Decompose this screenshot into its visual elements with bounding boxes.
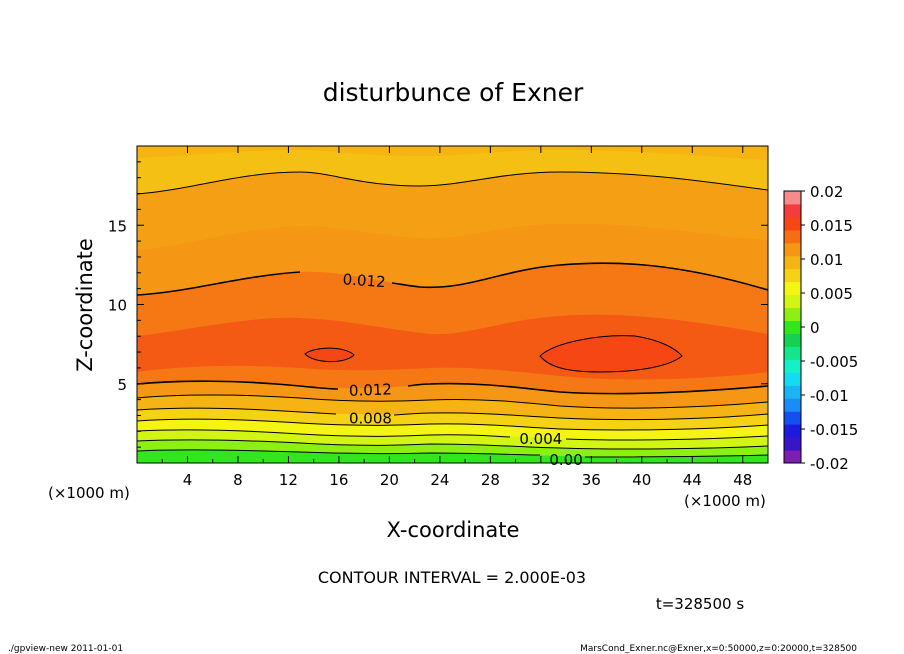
- colorbar-segment: [784, 411, 801, 425]
- colorbar-segment: [784, 450, 801, 464]
- colorbar-segment: [784, 398, 801, 412]
- x-tick-label: 28: [481, 471, 500, 489]
- colorbar-segment: [784, 294, 801, 309]
- colorbar-label: -0.005: [810, 353, 858, 371]
- colorbar-segment: [784, 385, 801, 399]
- chart-title: disturbunce of Exner: [323, 78, 584, 107]
- colorbar-label: 0: [810, 319, 820, 337]
- colorbar-label: -0.01: [810, 387, 849, 405]
- y-tick-label: 15: [108, 217, 127, 235]
- contour-line: [137, 429, 768, 441]
- contour-line: [137, 407, 768, 421]
- colorbar-label: 0.005: [810, 285, 853, 303]
- colorbar-segment: [784, 424, 801, 438]
- contour-line: [137, 262, 768, 296]
- colorbar: 0.02 0.015 0.01 0.005 0 -0.005 -0.01 -0.015 -0.0…: [783, 183, 858, 473]
- x-tick-label: 44: [683, 471, 702, 489]
- x-unit-left: (×1000 m): [48, 484, 130, 502]
- x-tick-label: 24: [430, 471, 449, 489]
- colorbar-segment: [784, 191, 801, 205]
- contour-lines: [137, 171, 768, 458]
- high-center-left: [304, 347, 355, 363]
- x-tick-label: 12: [279, 471, 298, 489]
- x-axis: 4 8 12 16 20 24 28 32 36 40 44 48: [161, 146, 752, 489]
- x-tick-label: 48: [733, 471, 752, 489]
- colorbar-label: 0.01: [810, 251, 843, 269]
- footer-left: ./gpview-new 2011-01-01: [8, 644, 123, 654]
- y-axis-label: Z-coordinate: [73, 238, 97, 372]
- colorbar-segment: [784, 216, 801, 231]
- colorbar-segment: [784, 281, 801, 296]
- y-tick-label: 10: [108, 297, 127, 315]
- contour-line: [137, 439, 768, 450]
- y-tick-label: 5: [117, 376, 127, 394]
- footer-right: MarsCond_Exner.nc@Exner,x=0:50000,z=0:20…: [580, 644, 857, 654]
- x-tick-label: 16: [329, 471, 348, 489]
- colorbar-segment: [784, 320, 801, 334]
- contour-label: 0.004: [519, 430, 562, 448]
- band-top: [137, 146, 768, 194]
- contour-label: 0.012: [342, 270, 386, 291]
- plot-area: [137, 146, 768, 463]
- colorbar-label: 0.02: [810, 183, 843, 201]
- colorbar-segment: [784, 437, 801, 451]
- x-tick-label: 8: [233, 471, 243, 489]
- colorbar-segment: [784, 333, 801, 347]
- band-neg: [137, 449, 768, 463]
- contour-line: [137, 380, 768, 395]
- x-tick-label: 36: [582, 471, 601, 489]
- contour-line: [137, 449, 768, 458]
- colorbar-label: 0.015: [810, 217, 853, 235]
- colorbar-segment: [784, 203, 801, 218]
- time-text: t=328500 s: [656, 595, 744, 613]
- high-center-right: [539, 335, 683, 373]
- contour-label: 0.012: [349, 380, 393, 399]
- x-unit-right: (×1000 m): [684, 492, 766, 510]
- colorbar-label: -0.015: [810, 421, 858, 439]
- contour-line: [137, 394, 768, 409]
- contour-line: [137, 171, 768, 195]
- colorbar-segment: [784, 268, 801, 283]
- colorbar-segment: [784, 229, 801, 244]
- x-tick-label: 40: [632, 471, 651, 489]
- x-axis-label: X-coordinate: [387, 518, 520, 542]
- colorbar-segment: [784, 307, 801, 322]
- y-axis: 5 10 15: [108, 161, 768, 448]
- x-tick-label: 32: [531, 471, 550, 489]
- x-tick-label: 20: [380, 471, 399, 489]
- contour-label: 0.008: [349, 410, 392, 428]
- colorbar-label: -0.02: [810, 455, 849, 473]
- band-upper: [137, 146, 768, 160]
- x-tick-label: 4: [183, 471, 193, 489]
- colorbar-segment: [784, 372, 801, 386]
- colorbar-segment: [784, 255, 801, 270]
- colorbar-segment: [784, 359, 801, 373]
- colorbar-segment: [784, 346, 801, 360]
- contour-interval-text: CONTOUR INTERVAL = 2.000E-03: [318, 568, 586, 587]
- colorbar-segment: [784, 242, 801, 257]
- contour-line: [137, 418, 768, 431]
